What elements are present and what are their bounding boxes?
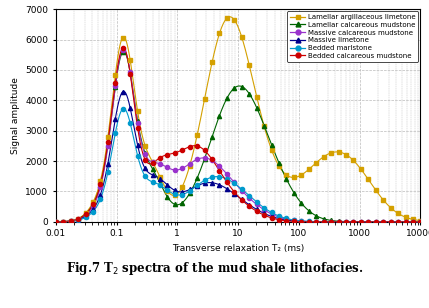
Legend: Lamellar argillaceous limetone, Lamellar calcareous mudstone, Massive calcareous: Lamellar argillaceous limetone, Lamellar… — [287, 11, 418, 62]
Text: Fig.7 T$_2$ spectra of the mud shale lithofacies.: Fig.7 T$_2$ spectra of the mud shale lit… — [66, 260, 363, 277]
X-axis label: Transverse relaxation T₂ (ms): Transverse relaxation T₂ (ms) — [172, 244, 304, 253]
Y-axis label: Signal amplitude: Signal amplitude — [11, 77, 20, 154]
